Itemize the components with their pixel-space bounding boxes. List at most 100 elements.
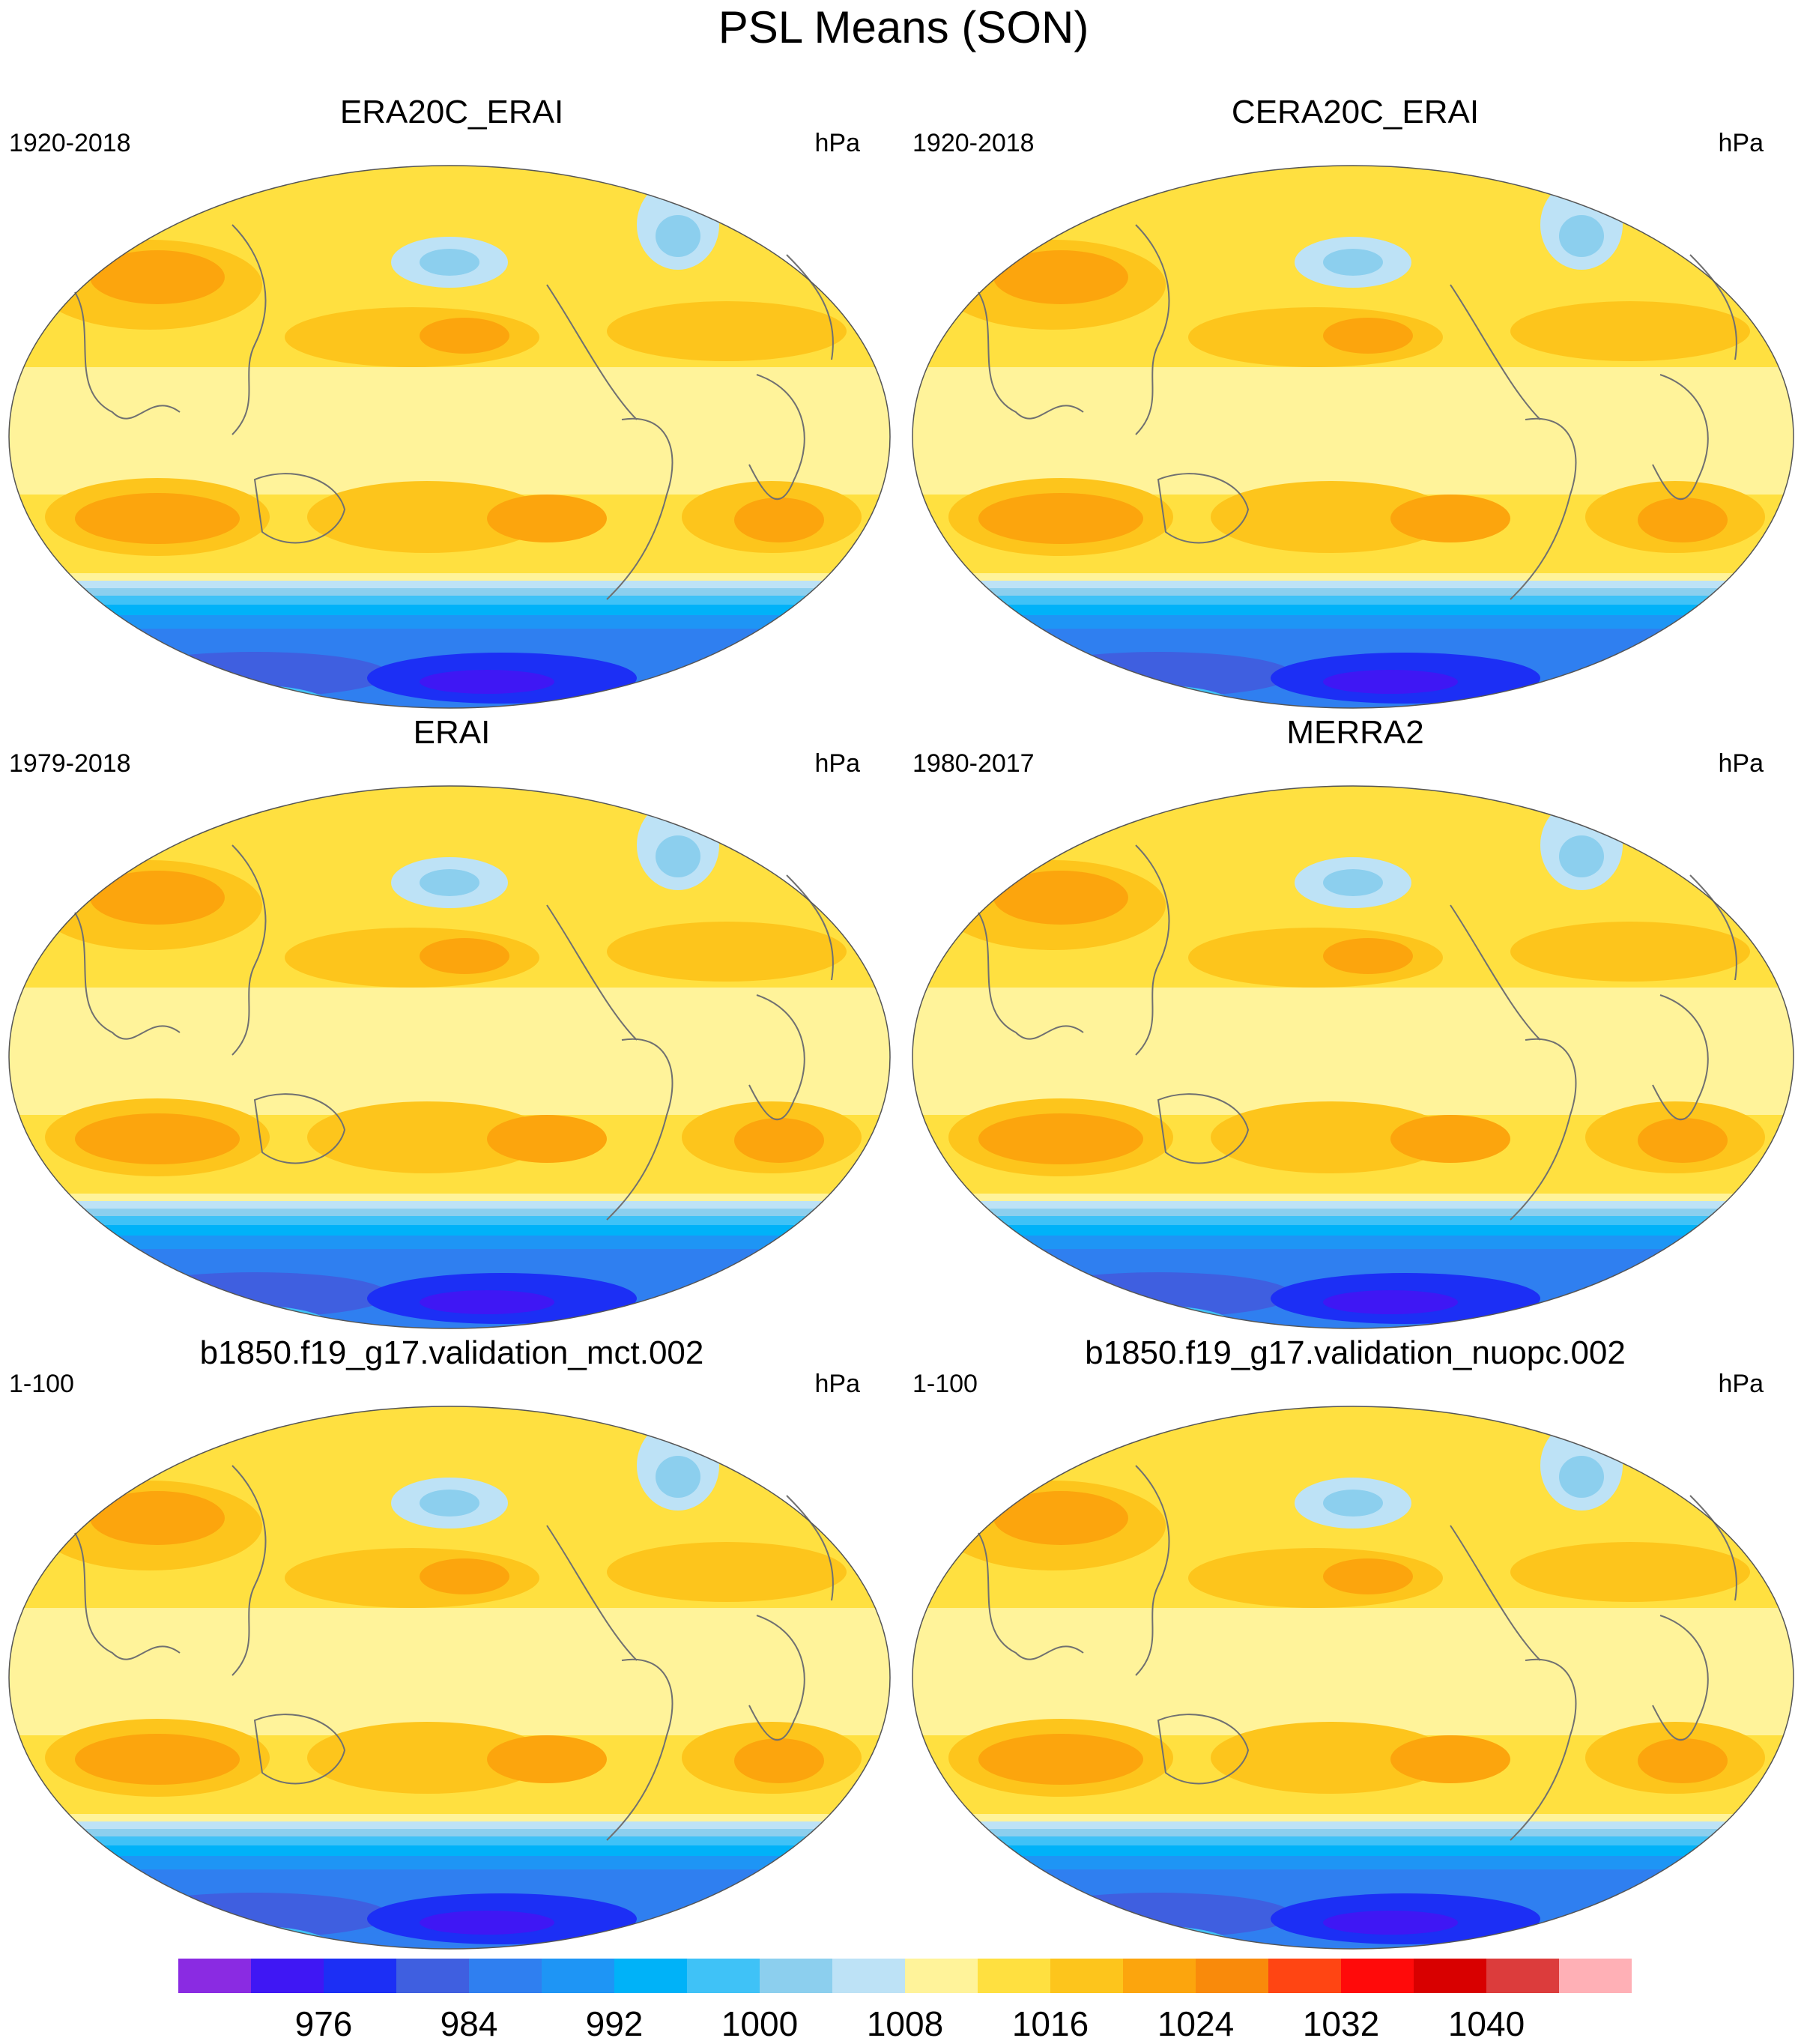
antarctic-low-center <box>1323 1290 1458 1314</box>
panel-title: MERRA2 <box>1286 714 1424 751</box>
high-pressure-center <box>75 1734 240 1785</box>
panel-title: ERA20C_ERAI <box>339 94 564 130</box>
aleutian-low-center <box>1323 1490 1383 1517</box>
map-border <box>8 785 891 1329</box>
colorbar-label: 1032 <box>1302 2004 1380 2043</box>
high-pressure-center <box>1323 318 1413 354</box>
coastlines <box>978 1465 1737 1841</box>
map-panel: ERAI 1979-2018 hPa <box>0 710 903 1331</box>
antarctic-low-center <box>420 1911 554 1935</box>
map-border <box>912 785 1794 1329</box>
colorbar-label: 1024 <box>1157 2004 1235 2043</box>
asian-high-center <box>90 250 225 304</box>
icelandic-low-center <box>1559 835 1604 877</box>
high-pressure-band <box>307 1101 547 1173</box>
high-pressure-band <box>1211 1101 1450 1173</box>
high-pressure-center <box>1390 495 1510 542</box>
high-pressure-center <box>1390 1735 1510 1783</box>
coastlines <box>978 844 1737 1221</box>
antarctic-low <box>1023 1272 1293 1317</box>
asian-high-center <box>993 871 1128 925</box>
aleutian-low-center <box>1323 869 1383 896</box>
high-pressure-band <box>307 481 547 553</box>
colorbar <box>178 1959 1632 1993</box>
panel-period: 1980-2017 <box>912 749 1035 778</box>
high-pressure-center <box>487 1115 607 1163</box>
map-border <box>912 165 1794 709</box>
panel-period: 1920-2018 <box>912 129 1035 157</box>
high-pressure-band <box>1211 1722 1450 1794</box>
high-pressure-center <box>75 493 240 544</box>
map-panel: MERRA2 1980-2017 hPa <box>903 710 1807 1331</box>
coastlines <box>74 844 834 1221</box>
antarctic-low-center <box>1323 670 1458 694</box>
map-panel: ERA20C_ERAI 1920-2018 hPa <box>0 90 903 710</box>
icelandic-low-center <box>656 1456 700 1498</box>
high-pressure-center <box>734 1738 824 1783</box>
psl-map <box>912 785 1794 1329</box>
high-pressure-center <box>734 498 824 542</box>
map-border <box>8 165 891 709</box>
high-pressure-center <box>420 1558 509 1594</box>
icelandic-low-center <box>1559 1456 1604 1498</box>
panel-units: hPa <box>1718 749 1764 778</box>
panel-period: 1-100 <box>9 1370 74 1398</box>
high-pressure-center <box>1390 1115 1510 1163</box>
panel-period: 1920-2018 <box>9 129 131 157</box>
icelandic-low-center <box>656 835 700 877</box>
colorbar-label: 1016 <box>1011 2004 1089 2043</box>
panel-title: ERAI <box>413 714 491 751</box>
map-border <box>8 1406 891 1950</box>
panel-units: hPa <box>814 1370 861 1398</box>
colorbar-swatch <box>324 1959 397 1993</box>
psl-map <box>8 1406 891 1950</box>
psl-map <box>912 1406 1794 1950</box>
high-pressure-center <box>420 938 509 974</box>
panel-units: hPa <box>1718 1370 1764 1398</box>
asian-high-center <box>993 1491 1128 1545</box>
colorbar-swatch <box>760 1959 833 1993</box>
figure-title: PSL Means (SON) <box>718 2 1089 52</box>
icelandic-low-center <box>656 215 700 257</box>
map-panel: b1850.f19_g17.validation_mct.002 1-100 hPa <box>0 1331 903 1951</box>
high-pressure-center <box>1323 938 1413 974</box>
aleutian-low-center <box>1323 249 1383 276</box>
high-pressure-center <box>734 1118 824 1163</box>
high-pressure-band <box>607 922 847 982</box>
high-pressure-band <box>1510 922 1750 982</box>
antarctic-low <box>120 1893 390 1938</box>
coastlines <box>74 224 834 600</box>
high-pressure-center <box>1638 1738 1728 1783</box>
antarctic-low <box>1023 652 1293 697</box>
panel-units: hPa <box>814 129 861 157</box>
colorbar-swatch <box>542 1959 615 1993</box>
aleutian-low-center <box>420 249 479 276</box>
colorbar-swatch <box>1268 1959 1342 1993</box>
colorbar-swatch <box>1050 1959 1124 1993</box>
high-pressure-center <box>75 1113 240 1164</box>
aleutian-low-center <box>420 1490 479 1517</box>
panel-units: hPa <box>1718 129 1764 157</box>
colorbar-swatch <box>469 1959 542 1993</box>
asian-high-center <box>90 871 225 925</box>
panel-period: 1979-2018 <box>9 749 131 778</box>
colorbar-swatch <box>1123 1959 1196 1993</box>
high-pressure-band <box>607 301 847 361</box>
antarctic-low-center <box>420 1290 554 1314</box>
colorbar-swatch <box>396 1959 470 1993</box>
high-pressure-band <box>1510 301 1750 361</box>
antarctic-low <box>1023 1893 1293 1938</box>
icelandic-low-center <box>1559 215 1604 257</box>
asian-high-center <box>993 250 1128 304</box>
map-border <box>912 1406 1794 1950</box>
panel-period: 1-100 <box>912 1370 978 1398</box>
antarctic-low <box>120 1272 390 1317</box>
antarctic-low-center <box>420 670 554 694</box>
colorbar-swatch <box>687 1959 760 1993</box>
antarctic-low <box>120 652 390 697</box>
colorbar-label: 1040 <box>1447 2004 1525 2043</box>
high-pressure-band <box>1211 481 1450 553</box>
high-pressure-band <box>607 1542 847 1602</box>
high-pressure-center <box>978 1113 1143 1164</box>
antarctic-low-center <box>1323 1911 1458 1935</box>
